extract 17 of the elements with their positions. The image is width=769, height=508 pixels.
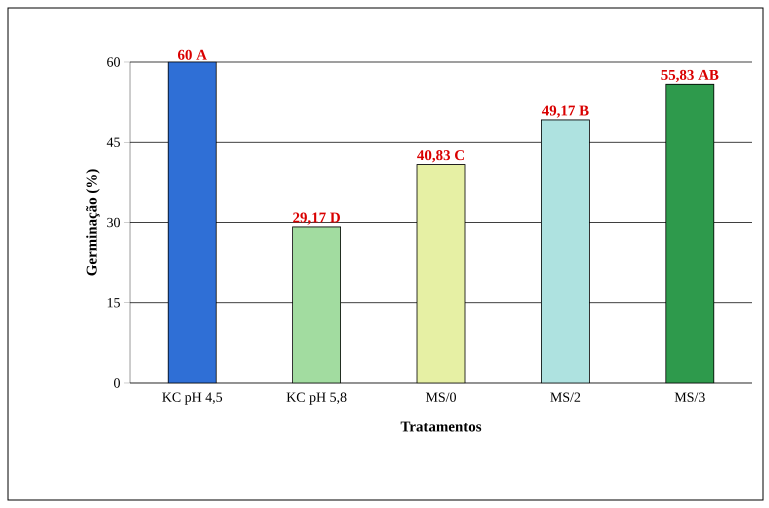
x-tick-label: KC pH 4,5 [162, 392, 222, 405]
x-tick-label: MS/0 [426, 392, 456, 402]
data-label: 49,17 B [542, 106, 589, 118]
y-tick-label: 60 [107, 57, 120, 67]
y-tick-label: 0 [114, 378, 120, 388]
x-tick-label: MS/2 [550, 392, 580, 402]
data-label: 29,17 D [293, 212, 340, 225]
data-label: 55,83 AB [661, 70, 718, 82]
y-tick-label: 30 [107, 218, 120, 228]
data-label: 40,83 C [417, 150, 464, 162]
x-tick-label: MS/3 [674, 392, 705, 402]
y-tick-label: 45 [106, 138, 120, 147]
data-label: 60 A [178, 50, 207, 60]
y-tick-label: 15 [108, 298, 120, 308]
x-axis-title: Tratamentos [400, 422, 482, 432]
x-tick-label: KC pH 5,8 [286, 392, 346, 405]
y-axis-title: Germinação (%) [86, 169, 100, 276]
